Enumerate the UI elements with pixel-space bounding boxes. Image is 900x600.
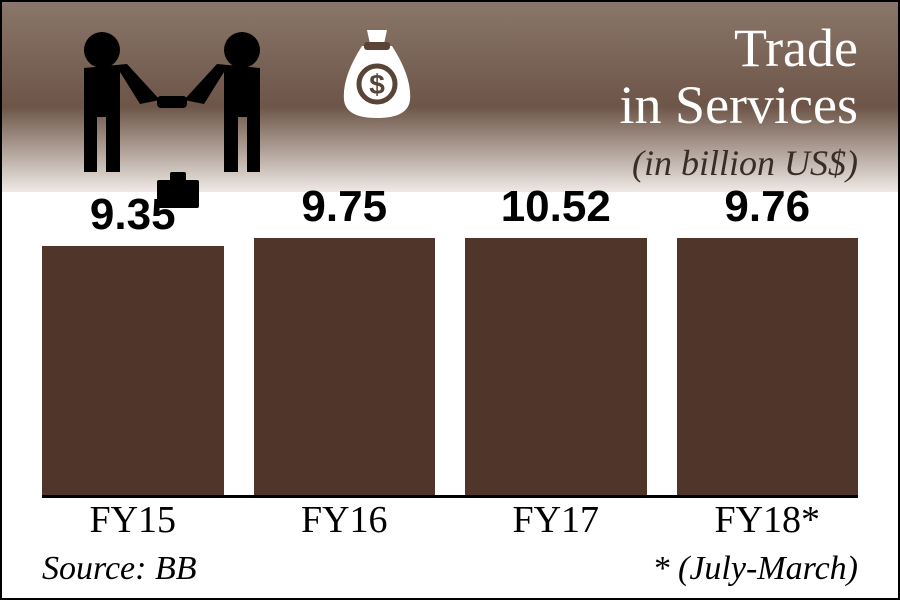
- source-label: Source: BB: [42, 550, 197, 588]
- x-label: FY15: [42, 498, 224, 542]
- chart-subtitle: (in billion US$): [632, 142, 858, 184]
- footer-row: Source: BB * (July-March): [42, 550, 858, 588]
- footnote: * (July-March): [653, 550, 858, 588]
- bar-group-fy15: 9.35: [42, 182, 224, 495]
- bars-area: 9.35 9.75 10.52 9.76: [42, 182, 858, 498]
- bar-group-fy16: 9.75: [254, 182, 436, 495]
- trade-services-chart: Trade in Services (in billion US$): [0, 0, 900, 600]
- bar-value: 9.76: [724, 182, 810, 232]
- svg-text:$: $: [369, 69, 385, 100]
- x-axis-labels: FY15 FY16 FY17 FY18*: [42, 498, 858, 542]
- title-line-1: Trade: [620, 20, 858, 77]
- bar: [254, 238, 436, 495]
- bar-group-fy17: 10.52: [465, 182, 647, 495]
- x-label: FY17: [465, 498, 647, 542]
- x-label: FY16: [254, 498, 436, 542]
- bar-value: 10.52: [501, 182, 611, 232]
- bar: [42, 246, 224, 495]
- bar-value: 9.75: [301, 182, 387, 232]
- chart-title: Trade in Services: [620, 20, 858, 133]
- title-line-2: in Services: [620, 77, 858, 134]
- money-bag-icon: $: [332, 22, 422, 122]
- bar: [465, 238, 647, 495]
- bar-group-fy18: 9.76: [677, 182, 859, 495]
- x-label: FY18*: [677, 498, 859, 542]
- bar-value: 9.35: [90, 190, 176, 240]
- bar: [677, 238, 859, 495]
